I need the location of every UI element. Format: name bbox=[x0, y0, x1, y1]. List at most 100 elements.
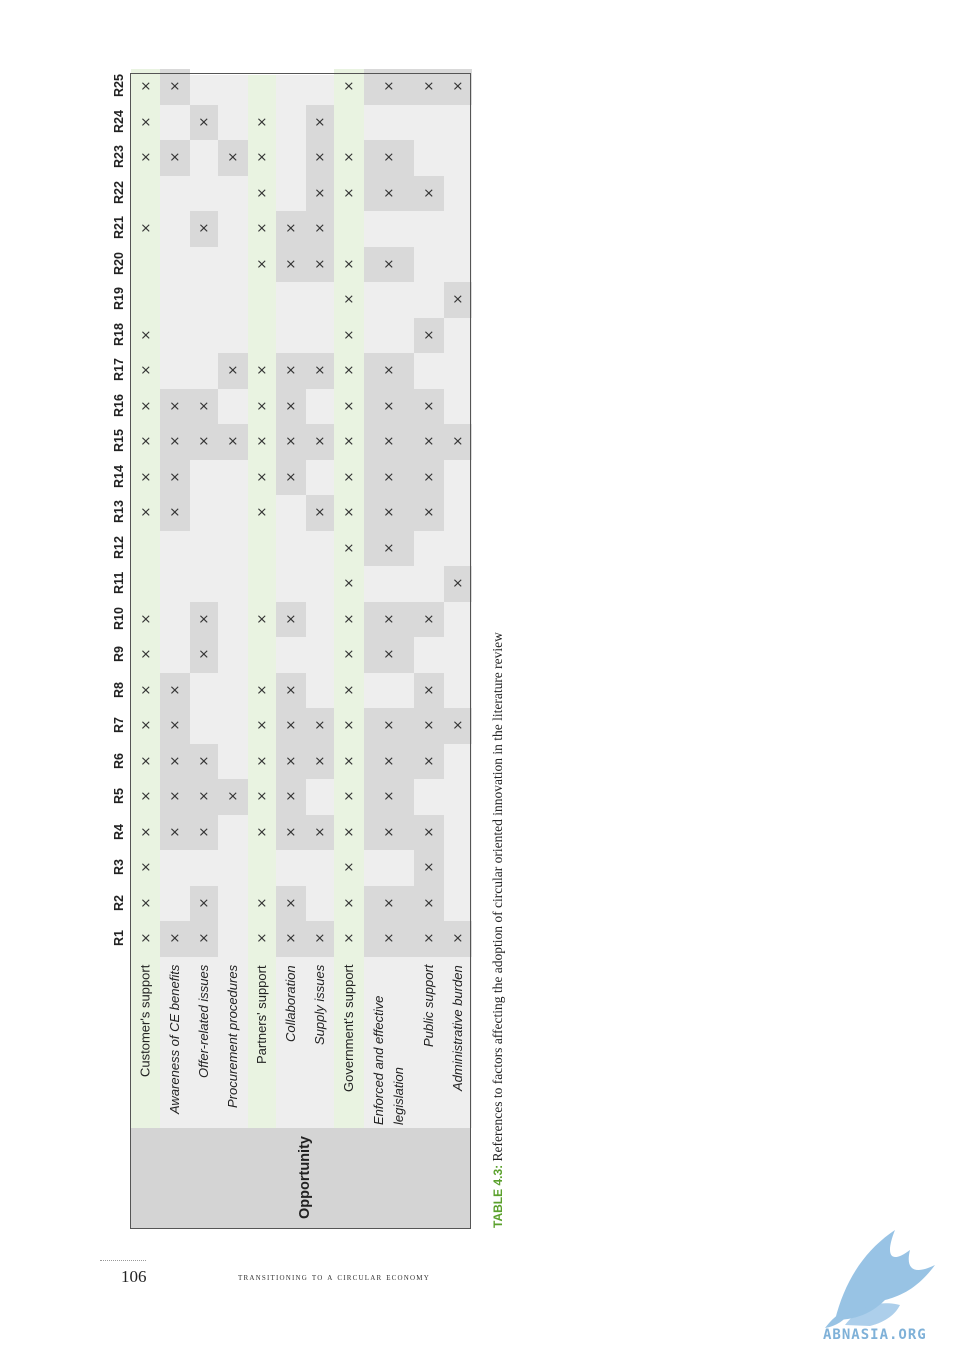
mark-cell bbox=[131, 850, 160, 886]
row-label: Administrative burden bbox=[449, 965, 465, 1091]
mark-cell bbox=[131, 921, 160, 957]
column-header: R6 bbox=[112, 752, 126, 769]
column-header: R1 bbox=[112, 930, 126, 946]
mark-cell bbox=[334, 708, 364, 744]
mark-cell bbox=[306, 175, 334, 211]
row-label: Supply issues bbox=[311, 965, 327, 1046]
x-mark: × bbox=[138, 506, 153, 518]
row-label: Enforced and effective legislation bbox=[370, 995, 406, 1125]
x-mark: × bbox=[421, 471, 437, 482]
mark-cell bbox=[364, 175, 414, 211]
mark-cell bbox=[414, 317, 444, 353]
x-mark: × bbox=[421, 506, 437, 518]
x-mark: × bbox=[283, 897, 299, 908]
x-mark: × bbox=[341, 932, 357, 944]
mark-cell bbox=[276, 388, 306, 424]
mark-cell bbox=[334, 69, 364, 105]
x-mark: × bbox=[254, 613, 270, 624]
mark-cell bbox=[190, 921, 218, 957]
mark-cell bbox=[248, 708, 276, 744]
x-mark: × bbox=[196, 932, 212, 944]
x-mark: × bbox=[225, 435, 241, 447]
mark-cell bbox=[444, 282, 472, 318]
mark-cell bbox=[131, 814, 160, 850]
x-mark: × bbox=[283, 719, 299, 731]
mark-cell bbox=[248, 601, 276, 637]
mark-cell bbox=[276, 353, 306, 389]
x-mark: × bbox=[254, 719, 270, 731]
x-mark: × bbox=[341, 826, 357, 837]
x-mark: × bbox=[312, 932, 328, 944]
x-mark: × bbox=[167, 755, 183, 766]
mark-cell bbox=[248, 814, 276, 850]
mark-cell bbox=[131, 104, 160, 140]
x-mark: × bbox=[341, 329, 357, 340]
x-mark: × bbox=[341, 187, 357, 198]
x-mark: × bbox=[421, 435, 437, 447]
x-mark: × bbox=[167, 932, 183, 944]
mark-cell bbox=[131, 601, 160, 637]
x-mark: × bbox=[254, 932, 270, 944]
mark-cell bbox=[248, 779, 276, 815]
x-mark: × bbox=[138, 648, 153, 660]
x-mark: × bbox=[450, 719, 466, 731]
x-mark: × bbox=[254, 506, 270, 518]
x-mark: × bbox=[312, 719, 328, 731]
mark-cell bbox=[276, 708, 306, 744]
row-label: Public support bbox=[420, 965, 436, 1048]
x-mark: × bbox=[138, 755, 153, 766]
mark-cell bbox=[248, 743, 276, 779]
footer-rule bbox=[100, 1260, 146, 1261]
mark-cell bbox=[414, 459, 444, 495]
x-mark: × bbox=[283, 364, 299, 376]
column-header: R14 bbox=[112, 465, 126, 488]
mark-cell bbox=[414, 495, 444, 531]
mark-cell bbox=[444, 708, 472, 744]
mark-cell bbox=[160, 814, 190, 850]
mark-cell bbox=[160, 140, 190, 176]
mark-cell bbox=[306, 140, 334, 176]
mark-cell bbox=[248, 140, 276, 176]
mark-cell bbox=[364, 814, 414, 850]
x-mark: × bbox=[138, 932, 153, 944]
mark-cell bbox=[334, 814, 364, 850]
mark-cell bbox=[131, 885, 160, 921]
x-mark: × bbox=[450, 932, 466, 944]
mark-cell bbox=[364, 353, 414, 389]
mark-cell bbox=[334, 601, 364, 637]
mark-cell bbox=[364, 921, 414, 957]
running-title: TRANSITIONING TO A CIRCULAR ECONOMY bbox=[238, 1272, 430, 1283]
mark-cell bbox=[248, 104, 276, 140]
mark-cell bbox=[248, 211, 276, 247]
x-mark: × bbox=[196, 755, 212, 766]
x-mark: × bbox=[381, 755, 397, 766]
column-header: R13 bbox=[112, 500, 126, 524]
x-mark: × bbox=[167, 719, 183, 731]
row-label: Awareness of CE benefits bbox=[166, 965, 182, 1115]
x-mark: × bbox=[341, 719, 357, 731]
x-mark: × bbox=[167, 506, 183, 518]
x-mark: × bbox=[225, 151, 241, 163]
x-mark: × bbox=[138, 222, 153, 234]
x-mark: × bbox=[254, 116, 270, 127]
mark-cell bbox=[248, 885, 276, 921]
x-mark: × bbox=[138, 861, 153, 873]
mark-cell bbox=[334, 140, 364, 176]
x-mark: × bbox=[450, 80, 466, 92]
mark-cell bbox=[334, 495, 364, 531]
mark-cell bbox=[364, 885, 414, 921]
mark-cell bbox=[131, 743, 160, 779]
x-mark: × bbox=[341, 364, 357, 376]
x-mark: × bbox=[341, 542, 357, 553]
x-mark: × bbox=[381, 80, 397, 92]
x-mark: × bbox=[254, 187, 270, 198]
x-mark: × bbox=[381, 435, 397, 447]
x-mark: × bbox=[283, 400, 299, 411]
x-mark: × bbox=[138, 329, 153, 340]
mark-cell bbox=[444, 424, 472, 460]
mark-cell bbox=[306, 211, 334, 247]
row-label: Customer's support bbox=[137, 965, 153, 1078]
mark-cell bbox=[414, 175, 444, 211]
x-mark: × bbox=[312, 116, 328, 127]
x-mark: × bbox=[341, 790, 357, 802]
